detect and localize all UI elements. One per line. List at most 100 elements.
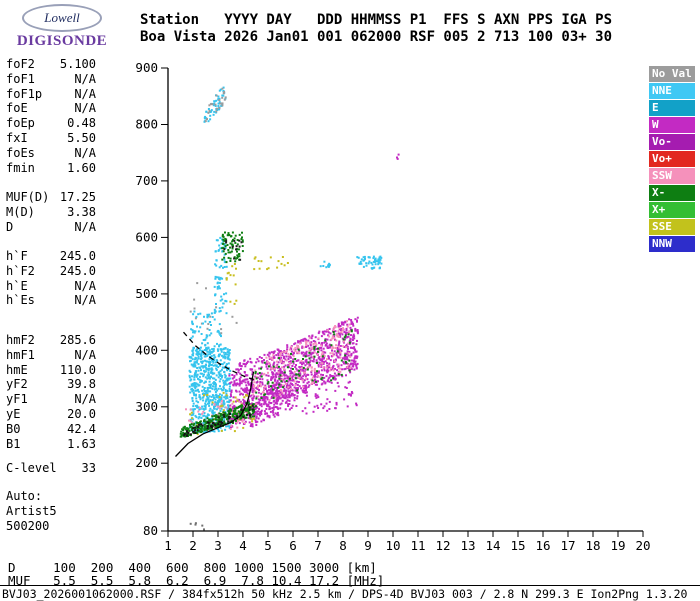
green-e-f-trace-point [240, 404, 243, 407]
green-e-f-trace-point [189, 423, 191, 426]
magenta-low-band-point [290, 394, 293, 397]
magenta-transition-point [243, 403, 246, 406]
x-tick-label: 6 [289, 538, 297, 553]
pink-spread-f-point [314, 342, 317, 345]
magenta-spread-f-point [281, 372, 284, 375]
magenta-spread-f-point [321, 361, 324, 363]
yellow-low-scatter-point [221, 404, 224, 407]
magenta-low-band-point [259, 414, 261, 417]
cyan-spread-blob-point [214, 385, 217, 388]
cyan-spread-blob-point [204, 400, 207, 403]
pink-spread-f-point [347, 342, 349, 345]
pink-spread-f-point [334, 325, 337, 327]
magenta-low-band-point [260, 413, 263, 416]
green-top-cluster-point [240, 238, 243, 240]
pink-low-point [213, 403, 216, 405]
cyan-spread-blob-point [224, 356, 227, 358]
magenta-right-sparse-point [315, 396, 318, 399]
cyan-spread-blob-point [195, 397, 198, 400]
magenta-spread-f-point [304, 352, 307, 355]
magenta-spread-f-point [295, 364, 297, 366]
magenta-right-sparse-point [326, 409, 329, 412]
gray-upper-scatter-point [220, 328, 223, 331]
magenta-spread-f-point [310, 353, 313, 356]
magenta-spread-f-point [318, 356, 321, 359]
param-row-hmf2: hmF2 285.6 [6, 333, 96, 348]
cyan-spread-blob-point [205, 391, 208, 394]
magenta-spread-f-point [317, 363, 320, 366]
cyan-top-streak-point [213, 110, 216, 113]
magenta-transition-point [244, 387, 247, 390]
param-row-fmin: fmin 1.60 [6, 161, 96, 176]
magenta-transition-point [246, 374, 249, 377]
cyan-small-mid-point [327, 263, 330, 266]
magenta-right-sparse-point [316, 404, 319, 407]
pink-spread-f-point [332, 346, 335, 349]
magenta-spread-f-point [350, 322, 353, 325]
magenta-spread-f-point [322, 357, 325, 360]
pink-low-point [209, 422, 212, 425]
magenta-spread-f-point [262, 395, 265, 398]
magenta-spread-f-point [266, 379, 269, 382]
magenta-transition-point [233, 382, 236, 385]
dark-top-cluster-point [233, 239, 236, 242]
black-trace-dots-point [207, 425, 209, 428]
magenta-spread-f-point [327, 355, 330, 358]
magenta-spread-f-point [274, 378, 277, 381]
cyan-small-mid-point [323, 260, 326, 263]
cyan-spread-blob-point [219, 375, 222, 377]
pink-spread-f-point [263, 392, 266, 395]
cyan-spread-blob-point [227, 366, 230, 369]
pink-spread-f-point [347, 352, 350, 355]
cyan-column-point [219, 236, 222, 239]
magenta-transition-point [239, 367, 242, 370]
cyan-blob-sparse-point [202, 322, 204, 325]
magenta-transition-point [245, 362, 248, 365]
cyan-spread-blob-point [228, 400, 231, 403]
cyan-spread-blob-point [189, 418, 192, 421]
magenta-spread-f-point [299, 372, 302, 375]
magenta-low-band-point [289, 394, 292, 397]
cyan-spread-blob-point [225, 364, 228, 367]
cyan-column-point [223, 244, 226, 247]
magenta-right-sparse-point [305, 394, 308, 397]
yellow-low-scatter-point [250, 404, 253, 407]
magenta-spread-f-point [264, 388, 267, 391]
cyan-column-point [221, 250, 224, 253]
magenta-transition-point [230, 395, 232, 398]
magenta-low-band-point [271, 390, 274, 393]
cyan-spread-blob-point [207, 346, 210, 349]
green-e-f-trace-point [244, 416, 247, 419]
magenta-spread-f-point [304, 360, 307, 363]
green-e-f-trace-point [248, 411, 251, 414]
cyan-column-point [225, 292, 228, 295]
yellow-near-column-point [235, 267, 237, 270]
cyan-right-streak-point [359, 260, 362, 263]
green-top-cluster-point [226, 244, 229, 246]
cyan-spread-blob-point [208, 357, 211, 360]
cyan-right-streak-point [374, 263, 377, 266]
cyan-spread-blob-point [200, 354, 203, 357]
cyan-column-point [223, 261, 226, 264]
cyan-spread-blob-point [219, 353, 221, 356]
magenta-low-band-point [291, 392, 293, 395]
magenta-transition-point [240, 382, 243, 385]
magenta-spread-f-point [302, 338, 305, 341]
cyan-column-point [224, 299, 227, 302]
green-in-cloud-point [254, 372, 257, 375]
yellow-low-scatter-point [242, 426, 245, 429]
magenta-spread-f-point [253, 365, 256, 368]
y-tick-label: 200 [135, 455, 158, 470]
black-trace-dots-point [251, 404, 254, 407]
pink-spread-f-point [308, 341, 311, 344]
pink-low-point [189, 408, 192, 411]
black-trace-dots-point [247, 404, 250, 407]
magenta-spread-f-point [353, 346, 356, 349]
magenta-spread-f-point [347, 354, 350, 357]
cyan-spread-blob-point [208, 351, 211, 354]
magenta-transition-point [250, 378, 253, 381]
magenta-spread-f-point [309, 344, 312, 347]
magenta-spread-f-point [337, 322, 340, 325]
cyan-spread-blob-point [192, 365, 195, 368]
pink-spread-f-point [281, 379, 284, 381]
